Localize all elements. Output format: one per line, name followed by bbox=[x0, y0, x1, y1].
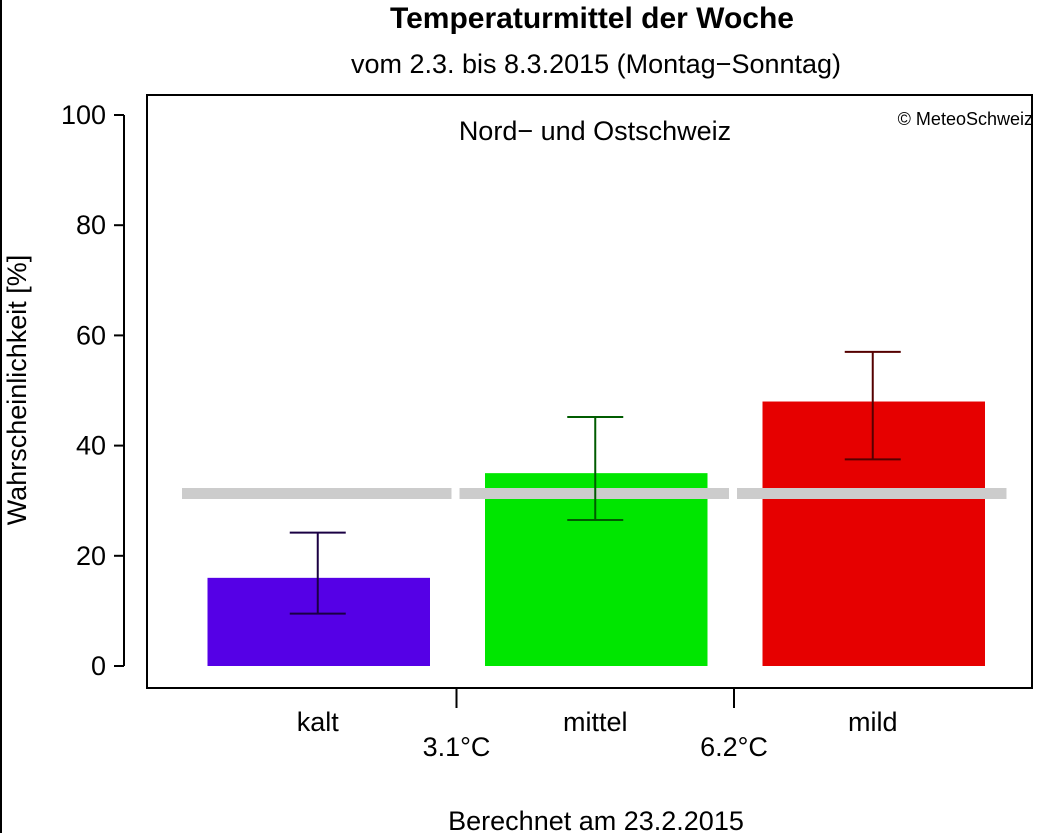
x-category-label: mittel bbox=[563, 707, 628, 737]
chart-subtitle: vom 2.3. bis 8.3.2015 (Montag−Sonntag) bbox=[351, 49, 841, 79]
threshold-label: 3.1°C bbox=[423, 732, 491, 762]
y-tick-label: 100 bbox=[61, 100, 106, 130]
y-tick-label: 0 bbox=[91, 651, 106, 681]
copyright-label: © MeteoSchweiz bbox=[898, 109, 1033, 129]
region-label: Nord− und Ostschweiz bbox=[459, 116, 731, 146]
y-tick-label: 20 bbox=[76, 541, 106, 571]
x-category-label: mild bbox=[848, 707, 898, 737]
footer-label: Berechnet am 23.2.2015 bbox=[448, 806, 744, 833]
chart-title: Temperaturmittel der Woche bbox=[390, 2, 794, 35]
y-axis-label: Wahrscheinlichkeit [%] bbox=[2, 255, 32, 526]
threshold-label: 6.2°C bbox=[700, 732, 768, 762]
plot-box bbox=[146, 94, 1033, 689]
x-category-label: kalt bbox=[297, 707, 340, 737]
y-tick-label: 60 bbox=[76, 320, 106, 350]
y-tick-label: 80 bbox=[76, 210, 106, 240]
plot-marks: 0 20 40 60 80 100 kalt mittel mild 3.1°C 6.2°C bbox=[61, 100, 1007, 762]
y-tick-label: 40 bbox=[76, 431, 106, 461]
